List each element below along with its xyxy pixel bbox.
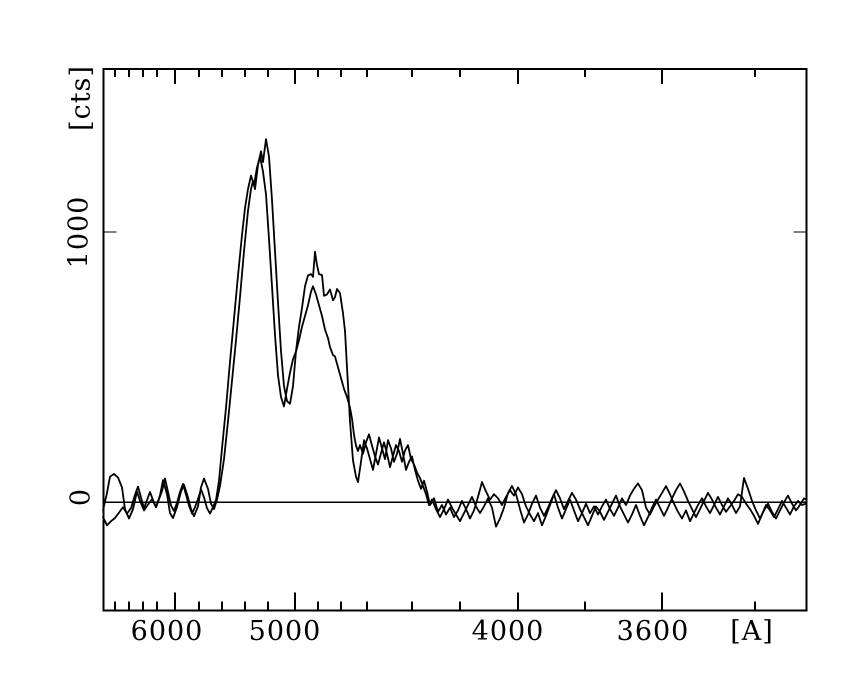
y-tick-label-0: 0 bbox=[65, 487, 97, 507]
x-tick-label-4000: 4000 bbox=[471, 616, 545, 647]
spectrum-trace-2 bbox=[102, 155, 807, 528]
x-tick-label-6000: 6000 bbox=[130, 616, 204, 647]
x-tick-label-5000: 5000 bbox=[248, 616, 322, 647]
y-axis-title: [cts] bbox=[65, 65, 97, 131]
plot-frame bbox=[102, 68, 808, 612]
x-axis-unit-label: [A] bbox=[730, 616, 774, 647]
spectrum-trace-1 bbox=[102, 138, 807, 527]
x-tick-label-3600: 3600 bbox=[616, 616, 690, 647]
y-tick-label-1000: 1000 bbox=[63, 195, 95, 269]
